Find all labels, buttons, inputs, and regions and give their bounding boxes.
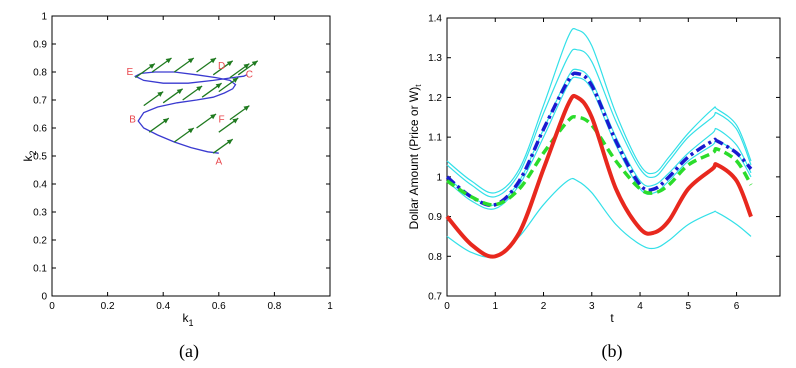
panel-a-arrowhead xyxy=(226,139,233,145)
panel-a-arrowhead xyxy=(187,128,194,134)
panel-b-ytick-label: 1.2 xyxy=(428,93,442,104)
panel-a-xtick-label: 0.2 xyxy=(101,301,115,312)
panel-a-arrowhead xyxy=(215,83,222,89)
panel-a-frame xyxy=(51,15,331,297)
panel-b-xtick-label: 1 xyxy=(492,301,498,312)
panel-b-series-line-2 xyxy=(446,48,752,198)
panel-a-ylabel: k2 xyxy=(21,150,38,161)
panel-b-ylabel: Dollar Amount (Price or W)t xyxy=(407,84,423,230)
panel-a-arrowhead xyxy=(251,60,258,67)
panel-b-xtick-label: 4 xyxy=(637,301,643,312)
panel-b-ytick-label: 1.4 xyxy=(428,14,442,25)
panel-a-ticks: 0 0.2 0.4 0.6 0.8 1 0 0.1 0.2 0.3 0.4 0.5 0.6 0.7 0.8 0… xyxy=(33,12,333,313)
panel-a-point-label-d: D xyxy=(218,61,225,72)
panel-a-ytick-label: 0.9 xyxy=(33,40,47,51)
panel-a-point-labels: A B C D E F xyxy=(127,61,253,167)
panel-a-ytick-label: 0 xyxy=(41,292,47,303)
panel-a-arrows xyxy=(135,57,259,154)
panel-b-xlabel: t xyxy=(610,311,614,325)
panel-a-xlabel: k1 xyxy=(182,311,193,328)
panel-a-xtick-label: 0.6 xyxy=(212,301,226,312)
panel-a-point-label-f: F xyxy=(219,114,225,125)
panel-b-ytick-label: 1.1 xyxy=(428,133,442,144)
panel-a-arrowhead xyxy=(232,77,239,83)
panel-a-arrowhead xyxy=(162,118,169,124)
panel-b-xtick-label: 2 xyxy=(541,301,547,312)
panel-a-point-label-c: C xyxy=(246,70,253,81)
panel-b-ytick-label: 0.9 xyxy=(428,212,442,223)
panel-b-frame xyxy=(446,17,781,297)
panel-a-arrowhead xyxy=(243,63,250,69)
panel-a-point-label-a: A xyxy=(215,156,222,167)
panel-a-curve xyxy=(133,71,247,154)
panel-b-series-line-7 xyxy=(446,114,753,207)
panel-a-caption: (a) xyxy=(179,341,199,362)
panel-a-arrowhead xyxy=(243,105,250,111)
panel-a-arrowhead xyxy=(187,58,194,64)
panel-a-point-label-e: E xyxy=(127,67,134,78)
panel-a-ytick-label: 0.1 xyxy=(33,264,47,275)
panel-a-arrowhead xyxy=(196,86,203,92)
panel-b-ticks: 0 1 2 3 4 5 6 0.7 0.8 0.9 1 1.1 1.2 1.3 1.4 xyxy=(428,14,780,312)
panel-b-series-line-1 xyxy=(446,27,752,194)
panel-a-ytick-label: 0.6 xyxy=(33,124,47,135)
panel-a-point-label-b: B xyxy=(129,114,136,125)
panel-a-ytick-label: 0.7 xyxy=(33,96,47,107)
panel-b-xtick-label: 0 xyxy=(444,301,450,312)
panel-a-xtick-label: 0 xyxy=(49,301,55,312)
panel-a-ytick-label: 1 xyxy=(41,12,47,23)
panel-b-ytick-label: 0.7 xyxy=(428,292,442,303)
panel-b: 0 1 2 3 4 5 6 0.7 0.8 0.9 1 1.1 1.2 1.3 1.4 t Dollar A… xyxy=(407,14,781,362)
panel-b-caption: (b) xyxy=(602,341,623,362)
panel-b-ytick-label: 1.3 xyxy=(428,53,442,64)
panel-b-xtick-label: 6 xyxy=(734,301,740,312)
panel-b-series xyxy=(445,27,753,259)
panel-a-ytick-label: 0.2 xyxy=(33,236,47,247)
panel-a-arrowhead xyxy=(210,58,217,64)
panel-a-ytick-label: 0.8 xyxy=(33,68,47,79)
panel-a-ytick-label: 0.4 xyxy=(33,180,47,191)
panel-b-series-line-6 xyxy=(445,71,753,208)
panel-a: 0 0.2 0.4 0.6 0.8 1 0 0.1 0.2 0.3 0.4 0.5 0.6 0.7 0.8 0… xyxy=(21,12,333,363)
panel-a-arrowhead xyxy=(210,114,217,120)
panel-a-curve-group xyxy=(133,71,247,154)
panel-a-xtick-label: 0.8 xyxy=(267,301,281,312)
panel-b-xtick-label: 3 xyxy=(589,301,595,312)
panel-a-arrowhead xyxy=(165,58,172,64)
panel-b-xtick-label: 5 xyxy=(686,301,692,312)
panel-a-arrowhead xyxy=(157,91,164,97)
panel-a-xtick-label: 1 xyxy=(327,301,333,312)
panel-a-arrowhead xyxy=(148,63,155,69)
panel-b-ytick-label: 1 xyxy=(436,172,442,183)
panel-a-arrowhead xyxy=(232,118,239,124)
panel-a-ytick-label: 0.5 xyxy=(33,152,47,163)
panel-a-arrowhead xyxy=(176,88,183,95)
panel-a-xtick-label: 0.4 xyxy=(156,301,170,312)
panel-a-arrowhead xyxy=(226,60,233,67)
panel-b-ytick-label: 0.8 xyxy=(428,252,442,263)
panel-a-ytick-label: 0.3 xyxy=(33,208,47,219)
panel-b-series-line-8 xyxy=(445,93,753,259)
